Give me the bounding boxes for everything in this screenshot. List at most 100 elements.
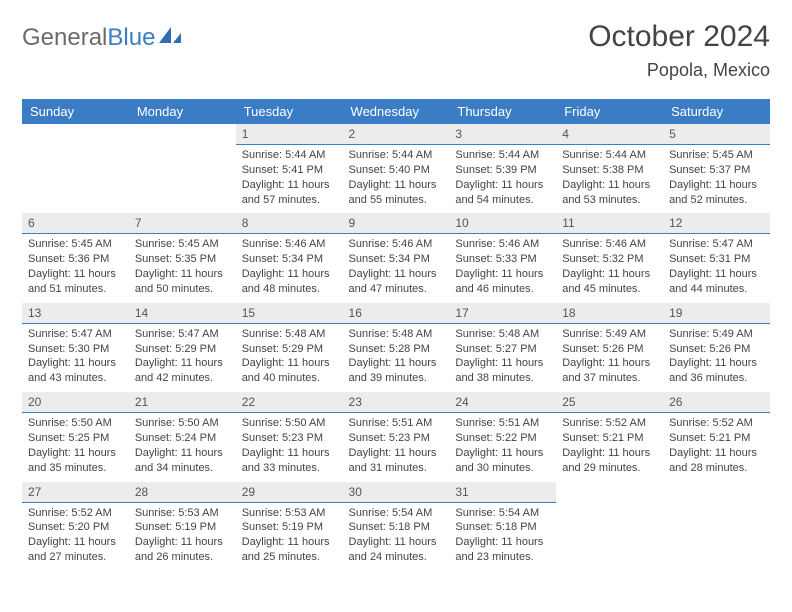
day-content: Sunrise: 5:54 AMSunset: 5:18 PMDaylight:… <box>449 503 556 571</box>
sunrise-text: Sunrise: 5:53 AM <box>242 506 337 521</box>
calendar-cell <box>22 124 129 213</box>
day-number: 18 <box>556 303 663 324</box>
daylight-text: Daylight: 11 hours and 45 minutes. <box>562 267 657 297</box>
sunset-text: Sunset: 5:29 PM <box>135 342 230 357</box>
sunrise-text: Sunrise: 5:45 AM <box>669 148 764 163</box>
location: Popola, Mexico <box>588 60 770 81</box>
day-number: 23 <box>343 392 450 413</box>
sunset-text: Sunset: 5:19 PM <box>242 520 337 535</box>
sunrise-text: Sunrise: 5:50 AM <box>242 416 337 431</box>
calendar-cell: 15Sunrise: 5:48 AMSunset: 5:29 PMDayligh… <box>236 303 343 392</box>
daylight-text: Daylight: 11 hours and 53 minutes. <box>562 178 657 208</box>
calendar-row: 20Sunrise: 5:50 AMSunset: 5:25 PMDayligh… <box>22 392 770 481</box>
day-content: Sunrise: 5:45 AMSunset: 5:37 PMDaylight:… <box>663 145 770 213</box>
sunrise-text: Sunrise: 5:46 AM <box>242 237 337 252</box>
sunset-text: Sunset: 5:31 PM <box>669 252 764 267</box>
daylight-text: Daylight: 11 hours and 30 minutes. <box>455 446 550 476</box>
calendar-cell: 16Sunrise: 5:48 AMSunset: 5:28 PMDayligh… <box>343 303 450 392</box>
sunrise-text: Sunrise: 5:50 AM <box>135 416 230 431</box>
day-content: Sunrise: 5:49 AMSunset: 5:26 PMDaylight:… <box>556 324 663 392</box>
daylight-text: Daylight: 11 hours and 29 minutes. <box>562 446 657 476</box>
calendar-cell: 5Sunrise: 5:45 AMSunset: 5:37 PMDaylight… <box>663 124 770 213</box>
calendar-cell: 25Sunrise: 5:52 AMSunset: 5:21 PMDayligh… <box>556 392 663 481</box>
day-number: 22 <box>236 392 343 413</box>
daylight-text: Daylight: 11 hours and 51 minutes. <box>28 267 123 297</box>
day-content: Sunrise: 5:52 AMSunset: 5:20 PMDaylight:… <box>22 503 129 571</box>
daylight-text: Daylight: 11 hours and 44 minutes. <box>669 267 764 297</box>
daylight-text: Daylight: 11 hours and 28 minutes. <box>669 446 764 476</box>
daylight-text: Daylight: 11 hours and 24 minutes. <box>349 535 444 565</box>
sunset-text: Sunset: 5:24 PM <box>135 431 230 446</box>
calendar-cell: 6Sunrise: 5:45 AMSunset: 5:36 PMDaylight… <box>22 213 129 302</box>
daylight-text: Daylight: 11 hours and 46 minutes. <box>455 267 550 297</box>
sunrise-text: Sunrise: 5:44 AM <box>242 148 337 163</box>
daylight-text: Daylight: 11 hours and 34 minutes. <box>135 446 230 476</box>
calendar-cell: 23Sunrise: 5:51 AMSunset: 5:23 PMDayligh… <box>343 392 450 481</box>
day-content: Sunrise: 5:48 AMSunset: 5:27 PMDaylight:… <box>449 324 556 392</box>
day-number: 31 <box>449 482 556 503</box>
daylight-text: Daylight: 11 hours and 31 minutes. <box>349 446 444 476</box>
sunrise-text: Sunrise: 5:45 AM <box>135 237 230 252</box>
sunset-text: Sunset: 5:28 PM <box>349 342 444 357</box>
day-content: Sunrise: 5:47 AMSunset: 5:31 PMDaylight:… <box>663 234 770 302</box>
day-content: Sunrise: 5:50 AMSunset: 5:24 PMDaylight:… <box>129 413 236 481</box>
daylight-text: Daylight: 11 hours and 47 minutes. <box>349 267 444 297</box>
day-content: Sunrise: 5:53 AMSunset: 5:19 PMDaylight:… <box>129 503 236 571</box>
sunset-text: Sunset: 5:37 PM <box>669 163 764 178</box>
sunset-text: Sunset: 5:20 PM <box>28 520 123 535</box>
daylight-text: Daylight: 11 hours and 33 minutes. <box>242 446 337 476</box>
sunset-text: Sunset: 5:41 PM <box>242 163 337 178</box>
title-block: October 2024 Popola, Mexico <box>588 20 770 81</box>
sunset-text: Sunset: 5:30 PM <box>28 342 123 357</box>
calendar-cell: 30Sunrise: 5:54 AMSunset: 5:18 PMDayligh… <box>343 482 450 571</box>
day-content: Sunrise: 5:44 AMSunset: 5:40 PMDaylight:… <box>343 145 450 213</box>
day-content: Sunrise: 5:54 AMSunset: 5:18 PMDaylight:… <box>343 503 450 571</box>
daylight-text: Daylight: 11 hours and 23 minutes. <box>455 535 550 565</box>
sunrise-text: Sunrise: 5:49 AM <box>562 327 657 342</box>
calendar-cell: 29Sunrise: 5:53 AMSunset: 5:19 PMDayligh… <box>236 482 343 571</box>
sunrise-text: Sunrise: 5:48 AM <box>455 327 550 342</box>
calendar-cell <box>129 124 236 213</box>
logo-text-general: General <box>22 24 107 51</box>
day-content: Sunrise: 5:48 AMSunset: 5:28 PMDaylight:… <box>343 324 450 392</box>
calendar-cell <box>663 482 770 571</box>
calendar-cell: 3Sunrise: 5:44 AMSunset: 5:39 PMDaylight… <box>449 124 556 213</box>
sunset-text: Sunset: 5:35 PM <box>135 252 230 267</box>
daylight-text: Daylight: 11 hours and 55 minutes. <box>349 178 444 208</box>
sunset-text: Sunset: 5:26 PM <box>562 342 657 357</box>
calendar-cell: 10Sunrise: 5:46 AMSunset: 5:33 PMDayligh… <box>449 213 556 302</box>
sunrise-text: Sunrise: 5:54 AM <box>349 506 444 521</box>
logo-sail-icon <box>157 25 183 52</box>
header: GeneralBlue October 2024 Popola, Mexico <box>22 20 770 81</box>
day-content: Sunrise: 5:53 AMSunset: 5:19 PMDaylight:… <box>236 503 343 571</box>
sunset-text: Sunset: 5:39 PM <box>455 163 550 178</box>
calendar-cell: 24Sunrise: 5:51 AMSunset: 5:22 PMDayligh… <box>449 392 556 481</box>
sunset-text: Sunset: 5:36 PM <box>28 252 123 267</box>
day-number: 19 <box>663 303 770 324</box>
sunrise-text: Sunrise: 5:52 AM <box>28 506 123 521</box>
sunrise-text: Sunrise: 5:46 AM <box>562 237 657 252</box>
sunrise-text: Sunrise: 5:47 AM <box>135 327 230 342</box>
sunrise-text: Sunrise: 5:47 AM <box>28 327 123 342</box>
day-number: 9 <box>343 213 450 234</box>
day-content: Sunrise: 5:49 AMSunset: 5:26 PMDaylight:… <box>663 324 770 392</box>
sunrise-text: Sunrise: 5:51 AM <box>349 416 444 431</box>
daylight-text: Daylight: 11 hours and 38 minutes. <box>455 356 550 386</box>
day-content: Sunrise: 5:46 AMSunset: 5:32 PMDaylight:… <box>556 234 663 302</box>
month-title: October 2024 <box>588 20 770 54</box>
sunrise-text: Sunrise: 5:52 AM <box>669 416 764 431</box>
sunrise-text: Sunrise: 5:45 AM <box>28 237 123 252</box>
logo-text-blue: Blue <box>107 24 155 51</box>
calendar-cell: 18Sunrise: 5:49 AMSunset: 5:26 PMDayligh… <box>556 303 663 392</box>
daylight-text: Daylight: 11 hours and 42 minutes. <box>135 356 230 386</box>
calendar-cell: 12Sunrise: 5:47 AMSunset: 5:31 PMDayligh… <box>663 213 770 302</box>
day-number: 20 <box>22 392 129 413</box>
day-content: Sunrise: 5:47 AMSunset: 5:30 PMDaylight:… <box>22 324 129 392</box>
calendar-cell <box>556 482 663 571</box>
sunrise-text: Sunrise: 5:48 AM <box>349 327 444 342</box>
day-content: Sunrise: 5:44 AMSunset: 5:39 PMDaylight:… <box>449 145 556 213</box>
day-content: Sunrise: 5:51 AMSunset: 5:22 PMDaylight:… <box>449 413 556 481</box>
day-content: Sunrise: 5:44 AMSunset: 5:38 PMDaylight:… <box>556 145 663 213</box>
sunrise-text: Sunrise: 5:48 AM <box>242 327 337 342</box>
sunrise-text: Sunrise: 5:50 AM <box>28 416 123 431</box>
